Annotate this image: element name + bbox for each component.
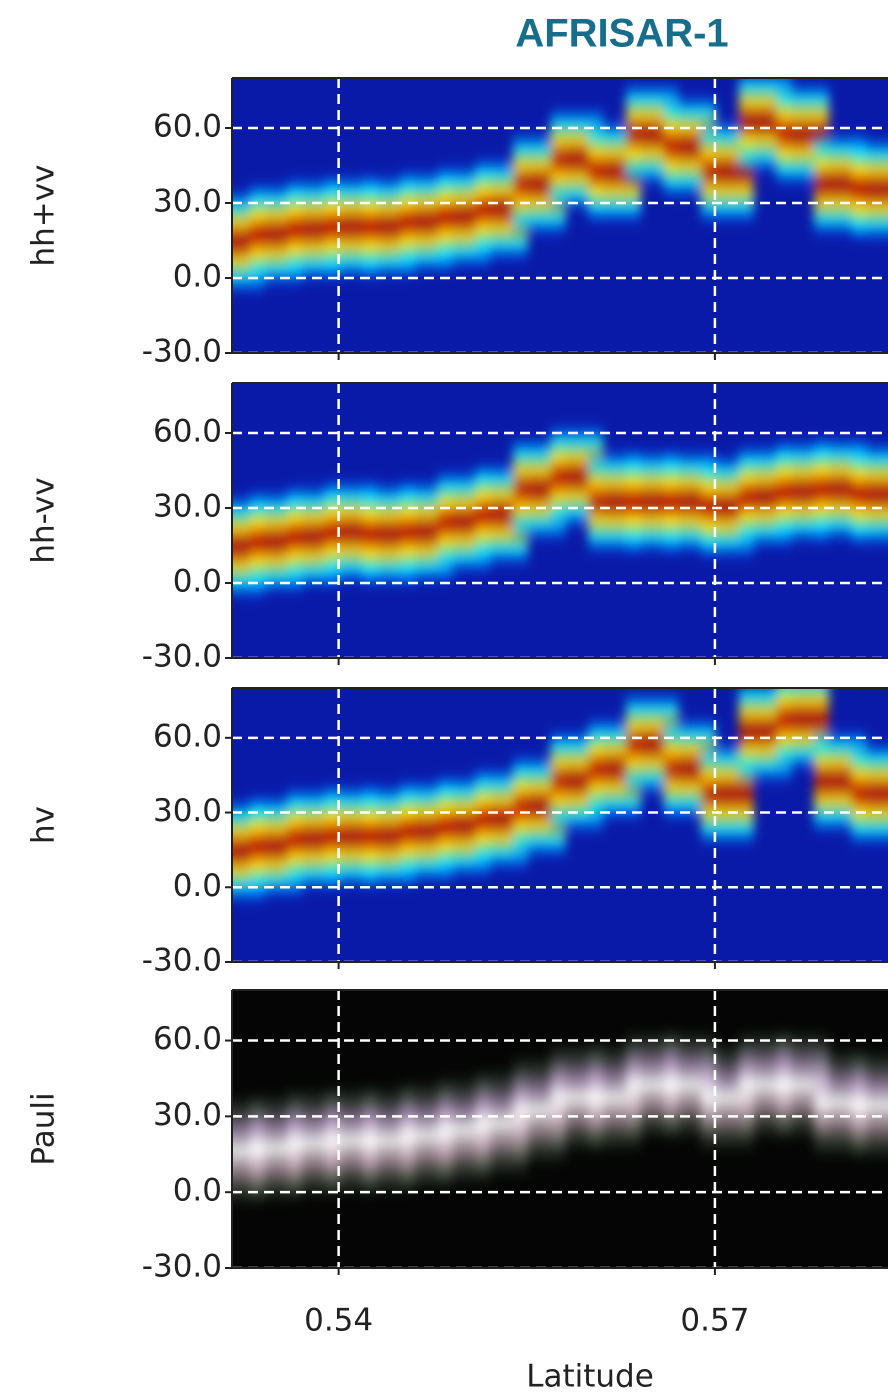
heatmap [232,78,888,353]
heatmap-column [851,1048,888,1162]
y-tick-label: 60.0 [153,109,222,145]
heatmap-column [851,737,888,850]
y-tick-label: 60.0 [153,718,222,754]
y-tick-label: 0.0 [173,564,222,600]
y-tick-label: 30.0 [153,489,222,525]
y-tick-label: 0.0 [173,868,222,904]
y-tick-label: 60.0 [153,414,222,450]
y-tick-label: 0.0 [173,259,222,295]
y-tick-label: 60.0 [153,1021,222,1057]
y-tick-label: 30.0 [153,793,222,829]
y-tick-label: -30.0 [142,334,222,370]
heatmap-columns [232,1027,888,1208]
chart-title: AFRISAR-1 [515,12,728,56]
heatmap [232,688,888,962]
y-tick-label: -30.0 [142,1249,222,1285]
heatmap-column [851,133,888,246]
heatmap [232,383,888,658]
y-axis-label: hv [26,806,62,844]
heatmap-columns [232,78,888,298]
y-tick-label: -30.0 [142,943,222,979]
heatmap-column [851,438,888,551]
y-axis-label: Pauli [26,1092,62,1165]
x-tick-label: 0.57 [680,1303,749,1339]
heatmap-columns [232,420,888,603]
x-axis-label: Latitude [526,1359,654,1395]
y-axis-label: hh-vv [26,477,62,563]
y-tick-label: 30.0 [153,184,222,220]
y-axis-label: hh+vv [26,165,62,267]
y-tick-label: 0.0 [173,1173,222,1209]
heatmap [232,990,888,1268]
y-tick-label: 30.0 [153,1097,222,1133]
y-tick-label: -30.0 [142,639,222,675]
x-tick-label: 0.54 [304,1303,373,1339]
